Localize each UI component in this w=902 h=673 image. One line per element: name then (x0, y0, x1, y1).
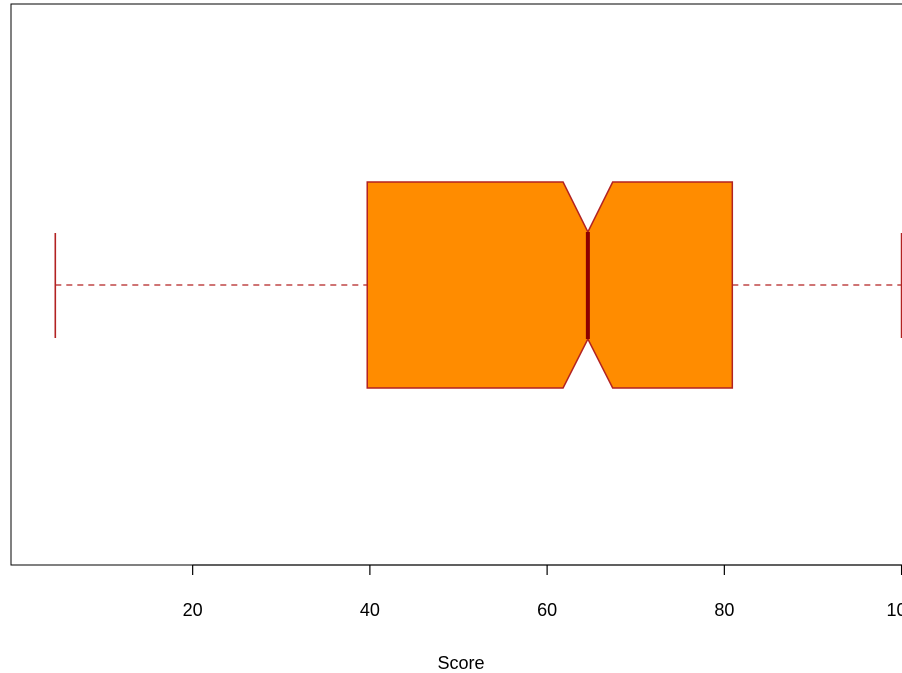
box-marks (54, 181, 902, 389)
x-tick-label: 20 (183, 600, 203, 620)
x-tick-label: 80 (714, 600, 734, 620)
notched-box (366, 181, 734, 389)
x-tick-label: 40 (360, 600, 380, 620)
x-axis-title: Score (437, 653, 484, 673)
x-tick-label: 60 (537, 600, 557, 620)
x-axis: 20 40 60 80 100 (183, 564, 902, 620)
x-tick-label: 100 (887, 600, 902, 620)
